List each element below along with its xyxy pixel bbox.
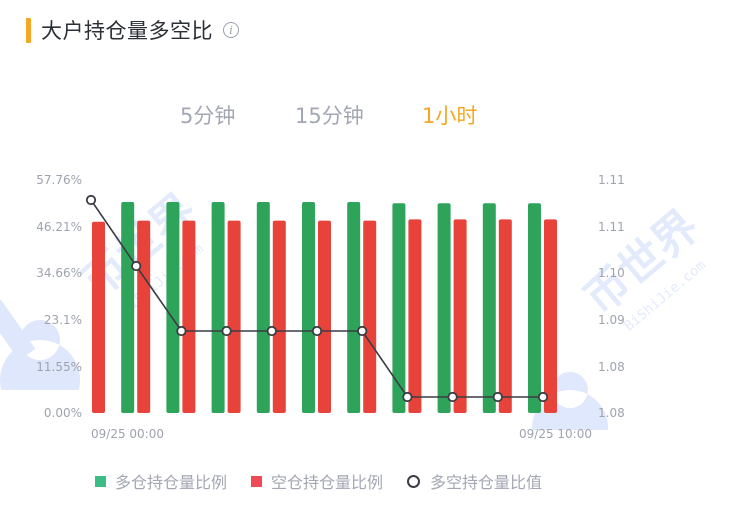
short-bar[interactable] [453, 219, 467, 413]
short-bar[interactable] [318, 220, 331, 413]
short-bar[interactable] [498, 219, 512, 413]
tab-5min[interactable]: 5分钟 [180, 104, 236, 128]
short-bar[interactable] [544, 219, 557, 413]
legend-label-short: 空仓持仓量比例 [271, 473, 384, 492]
x-axis-end-label: 09/25 10:00 [519, 427, 592, 441]
short-bar[interactable] [408, 219, 422, 413]
ratio-point[interactable] [311, 325, 323, 337]
long-bar[interactable] [482, 203, 496, 413]
interval-tabs: 5分钟 15分钟 1小时 [0, 100, 732, 130]
legend-label-ratio: 多空持仓量比值 [430, 473, 543, 492]
ratio-point[interactable] [357, 325, 368, 337]
legend-label-long: 多仓持仓量比例 [115, 473, 228, 492]
right-tick-label: 1.10 [598, 266, 625, 280]
long-bar[interactable] [121, 202, 135, 413]
right-tick-label: 1.08 [598, 360, 625, 374]
ratio-point[interactable] [131, 260, 142, 272]
legend-item-ratio[interactable]: 多空持仓量比值 [407, 469, 542, 493]
right-tick-label: 1.11 [598, 220, 625, 234]
info-icon[interactable]: i [223, 22, 239, 38]
left-tick-label: 11.55% [36, 360, 82, 374]
ratio-point[interactable] [447, 391, 458, 403]
tab-1hour[interactable]: 1小时 [422, 104, 478, 128]
long-bar[interactable] [302, 202, 315, 413]
left-tick-label: 23.1% [43, 313, 82, 327]
long-bar[interactable] [347, 202, 361, 413]
x-axis-start-label: 09/25 00:00 [91, 427, 164, 441]
short-bar[interactable] [363, 220, 377, 413]
short-bar[interactable] [137, 220, 151, 413]
right-tick-label: 1.09 [598, 313, 625, 327]
legend-swatch-short-icon [251, 475, 263, 487]
chart-legend: 多仓持仓量比例 空仓持仓量比例 多空持仓量比值 [95, 469, 566, 493]
right-tick-label: 1.08 [598, 406, 625, 420]
tab-15min[interactable]: 15分钟 [295, 104, 364, 128]
short-bar[interactable] [227, 220, 241, 413]
left-tick-label: 57.76% [36, 173, 82, 187]
ratio-point[interactable] [176, 325, 187, 337]
legend-item-short[interactable]: 空仓持仓量比例 [251, 469, 383, 493]
long-bar[interactable] [437, 203, 451, 413]
chart-header: 大户持仓量多空比 i [26, 17, 239, 43]
left-tick-label: 0.00% [43, 406, 82, 420]
short-bar[interactable] [92, 221, 105, 413]
long-bar[interactable] [166, 202, 180, 413]
right-tick-label: 1.11 [598, 173, 625, 187]
legend-swatch-long-icon [95, 475, 106, 487]
ratio-point[interactable] [537, 391, 549, 403]
long-bar[interactable] [211, 202, 225, 413]
short-bar[interactable] [182, 220, 196, 413]
short-bar[interactable] [272, 220, 286, 413]
title-accent-bar [26, 17, 31, 43]
long-bar[interactable] [256, 202, 270, 413]
left-tick-label: 34.66% [36, 266, 82, 280]
left-tick-label: 46.21% [36, 220, 82, 234]
page-title: 大户持仓量多空比 [41, 19, 213, 43]
legend-circle-ratio-icon [407, 474, 421, 488]
legend-item-long[interactable]: 多仓持仓量比例 [95, 469, 227, 493]
ratio-point[interactable] [221, 325, 232, 337]
ratio-point[interactable] [492, 391, 503, 403]
ratio-point[interactable] [85, 194, 97, 206]
ratio-point[interactable] [402, 391, 413, 403]
ratio-point[interactable] [266, 325, 277, 337]
long-bar[interactable] [528, 203, 541, 413]
long-bar[interactable] [392, 203, 406, 413]
ratio-line [90, 199, 543, 398]
